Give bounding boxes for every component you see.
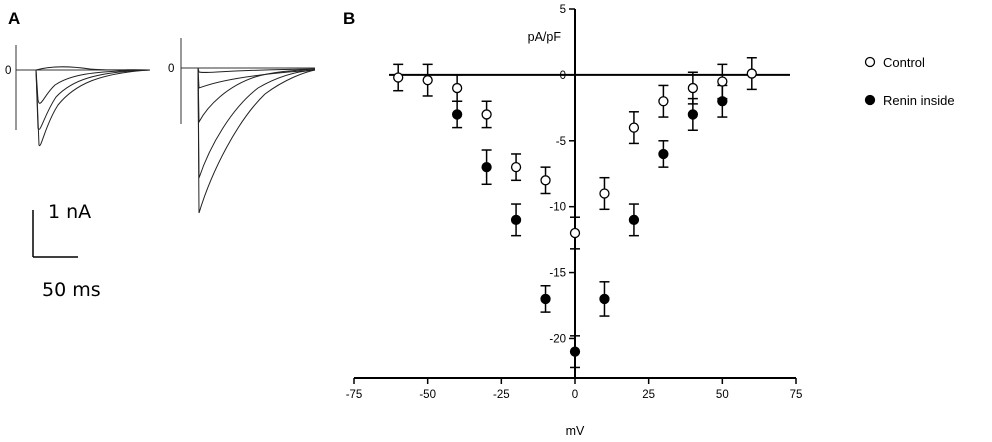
control-point	[451, 82, 463, 94]
renin-inside-point	[481, 161, 492, 173]
control-point	[628, 122, 640, 133]
control-point	[422, 75, 433, 86]
renin-inside-point	[599, 293, 610, 305]
current-traces-left: 0	[5, 45, 151, 147]
trace-right-1	[197, 67, 316, 74]
scale-current-label: 1 nA	[48, 201, 91, 223]
control-point	[393, 72, 404, 83]
y-tick-label: 5	[560, 4, 566, 16]
x-axis-label: mV	[566, 424, 585, 438]
current-traces-right: 0	[168, 38, 316, 214]
zero-label-left: 0	[5, 65, 11, 77]
trace-left-2	[35, 69, 151, 130]
control-point	[540, 175, 551, 186]
trace-left-1	[35, 69, 151, 104]
renin-inside-point	[510, 214, 522, 226]
control-point	[599, 188, 610, 199]
legend-marker-renin-inside	[864, 94, 876, 106]
trace-left-4	[35, 66, 151, 71]
x-tick-label: -75	[346, 389, 363, 401]
panel-a: A 0 0 1 nA 50 ms	[5, 9, 316, 301]
trace-right-4	[197, 67, 316, 179]
renin-inside-point	[628, 214, 640, 226]
x-tick-label: 50	[716, 389, 729, 401]
control-point	[717, 76, 728, 87]
y-axis-label: pA/pF	[528, 30, 562, 44]
panel-b: B -75 -50 -25 0 25 50 7550-5-10-15-20pA/pFmVCo…	[343, 4, 955, 438]
x-tick-label: -50	[419, 389, 436, 401]
control-point	[687, 82, 699, 94]
control-point	[658, 96, 669, 107]
iv-chart: -75 -50 -25 0 25 50 7550-5-10-15-20pA/pFmVCont…	[346, 4, 955, 438]
renin-inside-point	[540, 293, 551, 305]
renin-inside-point	[658, 148, 669, 160]
y-tick-label: 0	[560, 70, 566, 82]
y-tick-label: -5	[556, 136, 566, 148]
x-tick-label: 75	[790, 389, 803, 401]
trace-right-3	[197, 67, 316, 124]
y-tick-label: -20	[549, 333, 566, 345]
scale-bar: 1 nA 50 ms	[32, 201, 101, 301]
renin-inside-point	[687, 109, 699, 120]
trace-right-5	[197, 67, 316, 214]
control-point	[746, 68, 757, 79]
control-point	[481, 109, 492, 120]
y-tick-label: -15	[549, 268, 566, 280]
scale-time-label: 50 ms	[42, 279, 101, 301]
x-tick-label: -25	[493, 389, 510, 401]
x-tick-label: 25	[642, 389, 655, 401]
legend-marker-control	[864, 56, 876, 68]
panel-b-label: B	[343, 9, 355, 28]
renin-inside-point	[569, 346, 581, 357]
y-tick-label: -10	[549, 202, 566, 214]
control-point	[569, 227, 581, 239]
panel-a-label: A	[8, 9, 20, 28]
trace-left-3	[35, 69, 151, 147]
renin-inside-point	[451, 109, 463, 120]
legend-label: Renin inside	[883, 93, 955, 108]
control-point	[510, 161, 522, 173]
zero-label-right: 0	[168, 63, 174, 75]
legend-label: Control	[883, 55, 925, 70]
x-tick-label: 0	[572, 389, 578, 401]
trace-right-2	[197, 67, 316, 89]
